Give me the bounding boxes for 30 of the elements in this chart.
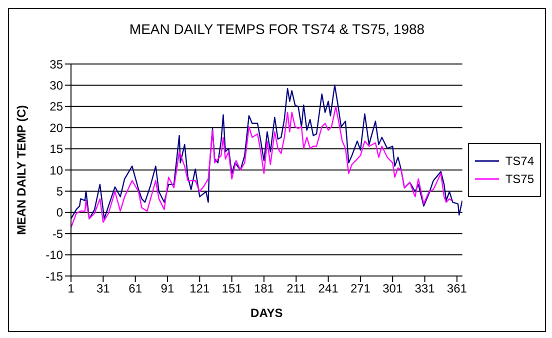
x-tick-label: 61 (128, 282, 142, 296)
x-tick-label: 181 (254, 282, 274, 296)
y-tick-label: 5 (56, 184, 64, 198)
x-tick-label: 301 (382, 282, 403, 296)
y-tick-label: 30 (50, 78, 64, 92)
x-tick-label: 211 (286, 282, 306, 296)
y-tick-label: 15 (50, 142, 64, 156)
y-axis-title: MEAN DAILY TEMP (C) (14, 105, 28, 235)
legend-label: TS74 (505, 154, 534, 168)
line-series (71, 106, 452, 228)
y-tick-label: 20 (50, 120, 64, 135)
y-tick-label: -10 (46, 248, 64, 262)
y-tick-label: 35 (50, 57, 64, 72)
x-tick-label: 31 (96, 282, 110, 296)
chart-title: MEAN DAILY TEMPS FOR TS74 & TS75, 1988 (128, 21, 426, 37)
x-axis-title: DAYS (250, 306, 283, 320)
x-tick-label: 331 (414, 282, 436, 296)
y-tick-label: 25 (50, 100, 64, 114)
x-tick-label: 151 (222, 282, 242, 296)
legend-label: TS75 (505, 172, 534, 186)
y-tick-label: -5 (52, 226, 64, 241)
x-tick-label: 271 (350, 282, 371, 296)
x-tick-label: 241 (318, 282, 339, 296)
x-tick-label: 361 (446, 282, 468, 296)
y-tick-label: 10 (50, 163, 64, 178)
y-tick-label: 0 (56, 206, 64, 220)
x-tick-label: 1 (68, 282, 75, 296)
x-tick-label: 91 (160, 282, 174, 296)
y-tick-label: -15 (46, 269, 64, 284)
x-tick-label: 121 (190, 282, 210, 296)
